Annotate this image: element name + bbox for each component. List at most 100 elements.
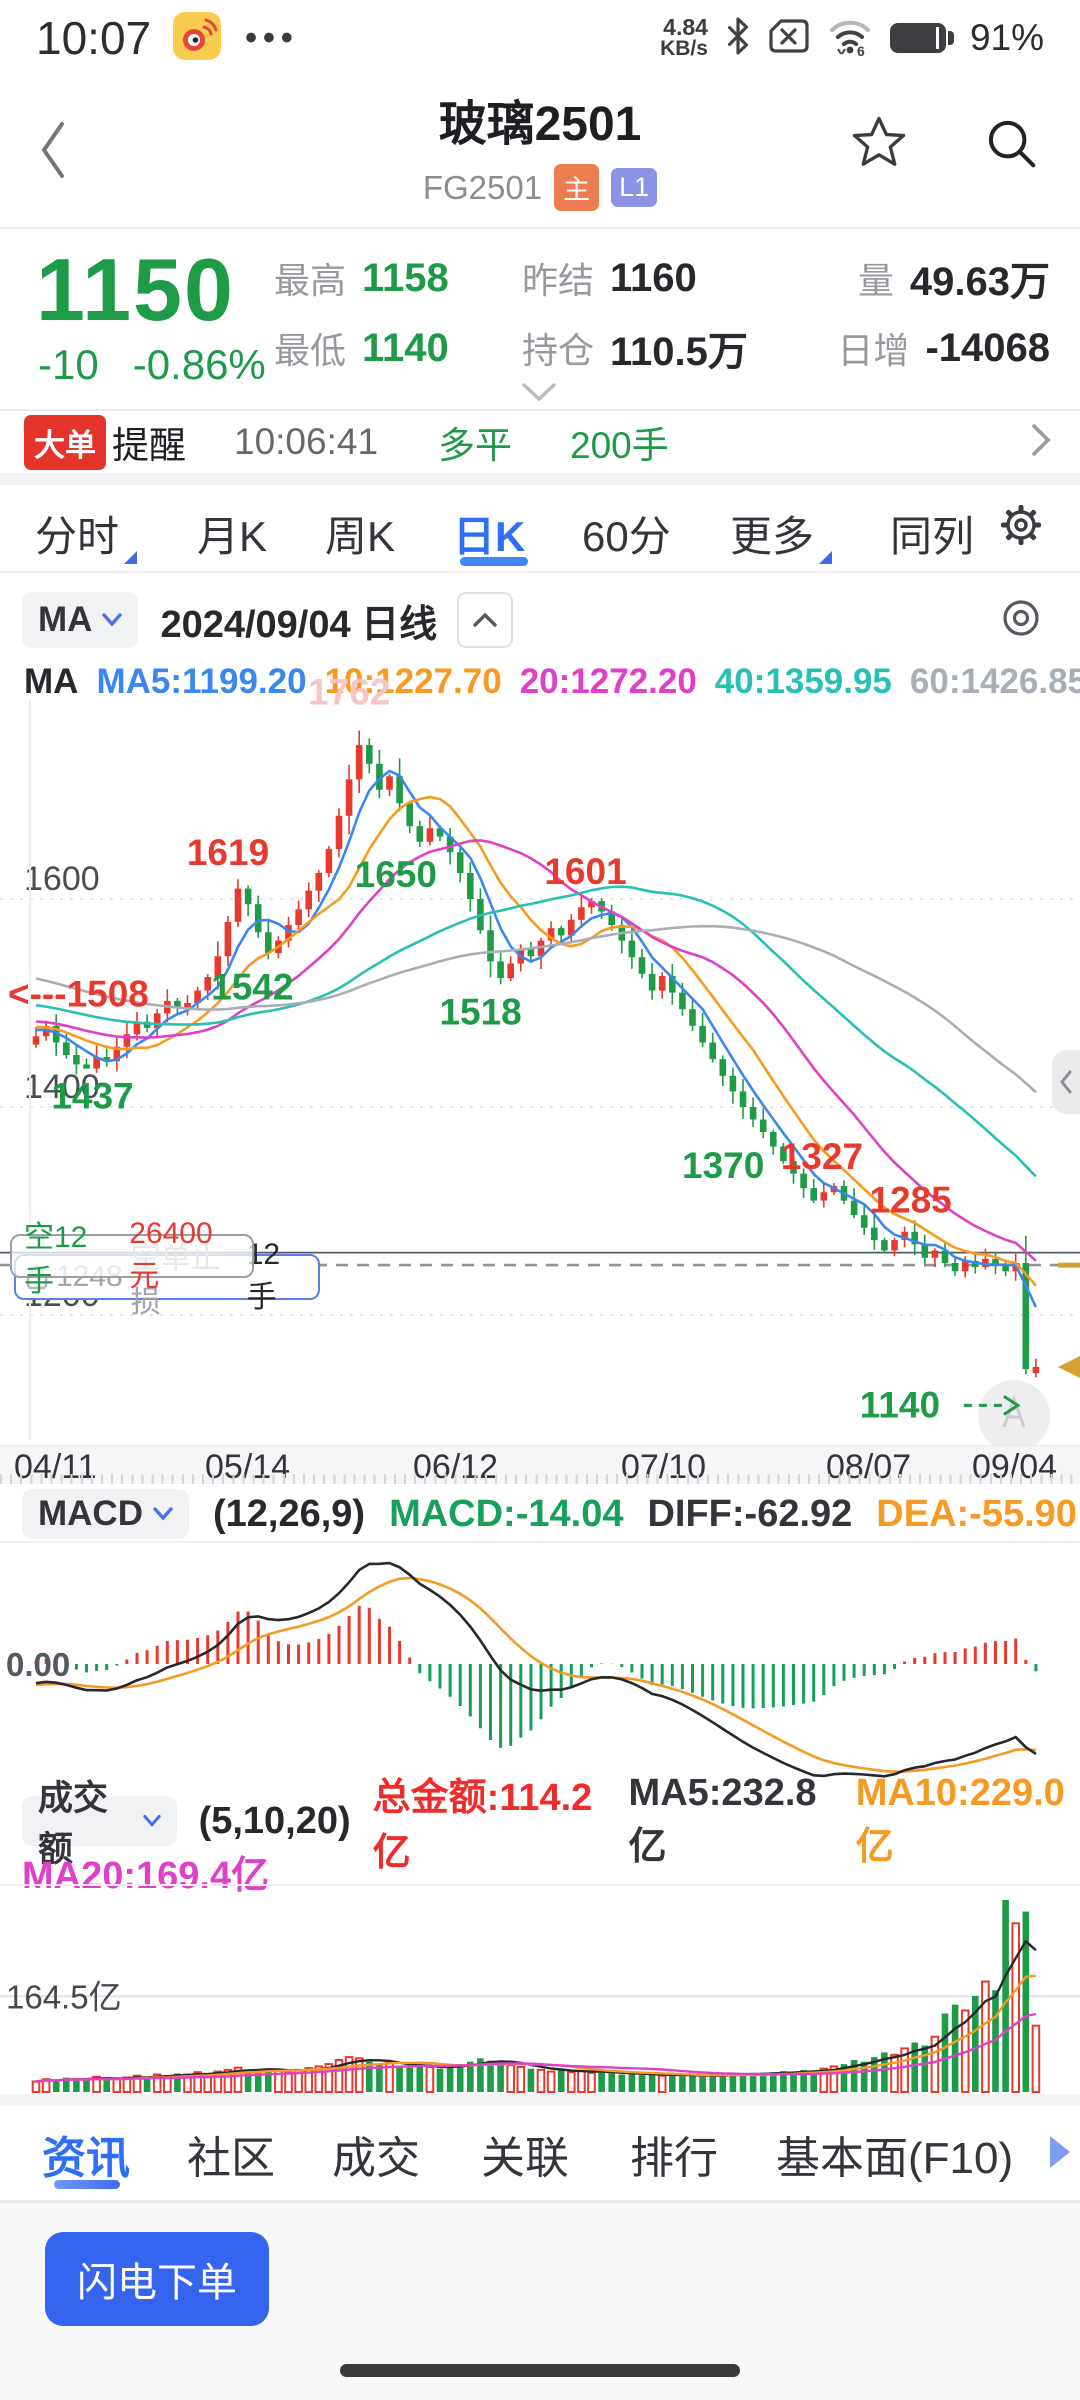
tab-ranking[interactable]: 排行 xyxy=(630,2134,718,2183)
stat-prev-settle: 昨结 1160 xyxy=(522,255,697,302)
ma-legend: MA MA5:1199.20 10:1227.70 20:1272.20 40:… xyxy=(24,662,1080,702)
tab-day-k[interactable]: 日K xyxy=(453,513,526,560)
svg-text:1518: 1518 xyxy=(439,991,521,1032)
tab-community[interactable]: 社区 xyxy=(187,2134,275,2183)
macd-indicator-selector[interactable]: MACD xyxy=(22,1489,189,1539)
svg-text:1601: 1601 xyxy=(544,851,626,892)
tab-minute[interactable]: 分时 xyxy=(35,503,138,564)
tab-news[interactable]: 资讯 xyxy=(42,2134,130,2183)
alert-chevron-right-icon xyxy=(1028,420,1054,465)
chevron-left-icon xyxy=(1060,1070,1072,1094)
position-pnl: 26400元 xyxy=(129,1217,213,1293)
network-speed: 4.84 KB/s xyxy=(660,14,708,60)
dea-value: DEA:-55.90 xyxy=(876,1492,1077,1535)
search-button[interactable] xyxy=(982,114,1040,177)
panel-drag-handle[interactable] xyxy=(1052,1050,1080,1114)
active-tab-underline xyxy=(460,557,528,566)
contract-code: FG2501 xyxy=(422,168,543,206)
stop-qty: 12手 xyxy=(246,1238,281,1314)
volume-indicator-selector[interactable]: 成交额 xyxy=(22,1779,177,1869)
battery-icon xyxy=(889,23,954,53)
position-box[interactable]: 空12手 26400元 xyxy=(10,1217,254,1298)
bottom-tab-bar: 资讯 社区 成交 关联 排行 基本面(F10) xyxy=(0,2106,1080,2200)
svg-text:1600: 1600 xyxy=(24,860,100,898)
svg-text:1650: 1650 xyxy=(355,854,437,895)
weibo-notification-icon xyxy=(173,11,222,65)
main-contract-badge: 主 xyxy=(554,164,600,211)
tab-side-by-side[interactable]: 同列 xyxy=(890,513,975,560)
ma-legend-prefix: MA xyxy=(24,662,79,701)
alert-title: 提醒 xyxy=(112,425,186,466)
expand-quote-chevron-icon[interactable] xyxy=(516,381,562,410)
dropdown-corner-icon xyxy=(819,551,833,564)
svg-text:1542: 1542 xyxy=(211,966,293,1007)
status-time: 10:07 xyxy=(36,12,152,64)
stat-high: 最高 1158 xyxy=(274,255,449,302)
tab-week-k[interactable]: 周K xyxy=(325,513,396,560)
tab-more[interactable]: 更多 xyxy=(730,503,833,564)
svg-text:0.00: 0.00 xyxy=(6,1646,70,1683)
chevron-down-icon xyxy=(142,1814,161,1827)
ma5-value: MA5:1199.20 xyxy=(96,662,307,701)
tab-month-k[interactable]: 月K xyxy=(197,513,268,560)
hide-chart-eye-icon[interactable] xyxy=(996,593,1046,648)
tab-fundamentals[interactable]: 基本面(F10) xyxy=(776,2134,1014,2183)
dropdown-corner-icon xyxy=(124,551,138,564)
back-button[interactable] xyxy=(32,112,72,193)
svg-text:1400: 1400 xyxy=(24,1068,100,1106)
alert-time: 10:06:41 xyxy=(234,421,379,462)
turnover-ma5: MA5:232.8亿 xyxy=(628,1772,817,1868)
indicator-selector[interactable]: MA xyxy=(22,592,139,648)
chevron-up-icon xyxy=(473,612,497,627)
home-indicator[interactable] xyxy=(340,2364,740,2377)
volume-header: 成交额 (5,10,20) 总金额:114.2亿 MA5:232.8亿 MA10… xyxy=(0,1772,1080,1874)
chart-controls: MA 2024/09/04 日线 xyxy=(0,582,1080,658)
stat-low: 最低 1140 xyxy=(274,325,449,372)
level-badge: L1 xyxy=(611,168,658,207)
chart-settings-gear-icon[interactable] xyxy=(995,499,1047,556)
status-more-dots-icon: ••• xyxy=(245,18,299,57)
macd-chart[interactable]: 0.00 xyxy=(0,1543,1080,1793)
collapse-toolbar-button[interactable] xyxy=(457,592,514,648)
favorite-star-button[interactable] xyxy=(850,114,908,177)
quote-panel: 1150 -10 -0.86% 最高 1158 昨结 1160 量 49.63万 最低… xyxy=(0,229,1080,409)
wifi-icon: 6 xyxy=(826,16,874,61)
macd-value: MACD:-14.04 xyxy=(389,1492,624,1535)
position-qty: 空12手 xyxy=(24,1221,88,1298)
alert-qty: 200手 xyxy=(570,425,669,466)
header: 玻璃2501 FG2501 主 L1 xyxy=(0,76,1080,228)
ma20-value: 20:1272.20 xyxy=(519,662,697,701)
flash-order-button[interactable]: 闪电下单 xyxy=(45,2232,269,2326)
macd-params: (12,26,9) xyxy=(212,1492,366,1535)
turnover-chart[interactable]: 164.5亿 xyxy=(0,1886,1080,2094)
svg-text:1140: 1140 xyxy=(860,1384,940,1425)
sim-disabled-icon xyxy=(768,17,810,60)
svg-text:1327: 1327 xyxy=(781,1136,863,1177)
chevron-down-icon xyxy=(102,613,123,627)
svg-text:1437: 1437 xyxy=(51,1076,133,1117)
tab-60min[interactable]: 60分 xyxy=(582,513,671,560)
stat-oi-change: 日增 -14068 xyxy=(837,325,1050,372)
page-title: 玻璃2501 xyxy=(438,98,642,151)
tab-trades[interactable]: 成交 xyxy=(332,2134,420,2183)
svg-text:1619: 1619 xyxy=(187,832,269,873)
bluetooth-icon xyxy=(724,17,752,60)
turnover-ma20: MA20:169.4亿 xyxy=(22,1855,270,1897)
svg-text:6: 6 xyxy=(857,43,865,56)
alert-badge: 大单 xyxy=(24,414,106,470)
svg-text:1370: 1370 xyxy=(682,1145,764,1186)
big-order-alert-bar[interactable]: 大单 提醒 10:06:41 多平 200手 xyxy=(0,411,1080,473)
tab-related[interactable]: 关联 xyxy=(481,2134,569,2183)
ma10-value: 10:1227.70 xyxy=(324,662,502,701)
candlestick-chart[interactable]: 1600140012001437161915421762165015181601… xyxy=(0,672,1080,1452)
action-bar: 闪电下单 交易 预警 画线 走势预测 更多 xyxy=(0,2203,1080,2400)
last-price: 1150 xyxy=(36,240,235,339)
svg-text:1285: 1285 xyxy=(869,1180,951,1221)
more-tabs-arrow-icon[interactable] xyxy=(1046,2132,1072,2177)
svg-text:<---1508: <---1508 xyxy=(8,974,149,1015)
macd-header: MACD (12,26,9) MACD:-14.04 DIFF:-62.92 D… xyxy=(0,1488,1080,1540)
volume-header-line2: MA20:169.4亿 xyxy=(22,1844,269,1897)
ma60-value: 60:1426.85 xyxy=(909,662,1080,701)
alert-direction: 多平 xyxy=(438,425,513,466)
